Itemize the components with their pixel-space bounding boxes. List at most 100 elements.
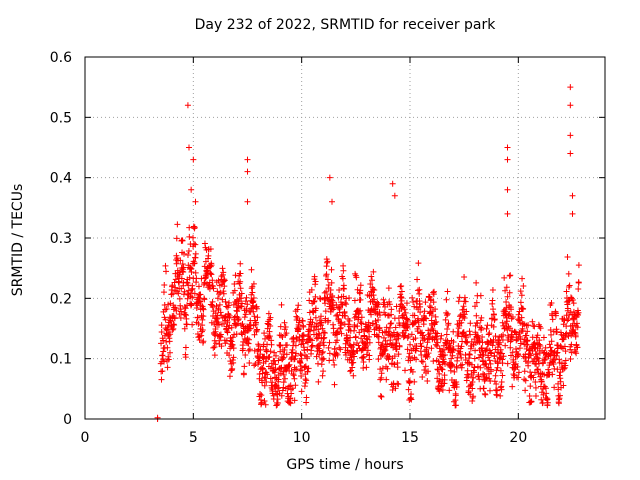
data-point <box>453 383 460 390</box>
x-tick-label: 10 <box>293 430 311 446</box>
data-point <box>272 352 279 359</box>
data-point <box>522 387 529 394</box>
data-point <box>508 331 515 338</box>
data-point <box>417 309 424 316</box>
data-point <box>494 387 501 394</box>
data-point <box>564 254 571 261</box>
data-point <box>470 393 477 400</box>
data-point <box>351 323 358 330</box>
data-point <box>186 233 193 240</box>
data-point <box>215 277 222 284</box>
data-point <box>317 313 324 320</box>
data-point <box>319 372 326 379</box>
data-point <box>288 390 295 397</box>
data-point <box>176 278 183 285</box>
data-point <box>360 359 367 366</box>
data-point <box>398 288 405 295</box>
data-point <box>436 345 443 352</box>
data-point <box>480 357 487 364</box>
data-point <box>242 298 249 305</box>
data-point <box>351 297 358 304</box>
data-point <box>197 298 204 305</box>
data-point <box>165 356 172 363</box>
data-point <box>318 319 325 326</box>
data-point <box>420 332 427 339</box>
y-tick-label: 0.5 <box>50 110 72 126</box>
data-point <box>435 379 442 386</box>
data-point <box>169 326 176 333</box>
data-point <box>506 289 513 296</box>
data-point <box>239 345 246 352</box>
data-point <box>267 348 274 355</box>
data-point <box>173 260 180 267</box>
data-point <box>251 362 258 369</box>
data-point <box>546 341 553 348</box>
data-point <box>341 308 348 315</box>
data-point <box>182 311 189 318</box>
data-point <box>567 150 574 157</box>
data-point <box>328 279 335 286</box>
data-point <box>255 343 262 350</box>
data-point <box>379 365 386 372</box>
data-point <box>278 301 285 308</box>
data-point <box>483 325 490 332</box>
data-point <box>336 309 343 316</box>
data-point <box>553 326 560 333</box>
data-point <box>554 342 561 349</box>
data-point <box>341 285 348 292</box>
y-tick-label: 0.2 <box>50 291 72 307</box>
data-point <box>316 331 323 338</box>
data-point <box>395 351 402 358</box>
data-point <box>388 306 395 313</box>
data-point <box>476 376 483 383</box>
data-point <box>296 358 303 365</box>
data-point <box>574 324 581 331</box>
data-point <box>320 355 327 362</box>
data-point <box>393 339 400 346</box>
data-point <box>360 353 367 360</box>
data-point <box>563 288 570 295</box>
data-point <box>165 322 172 329</box>
data-point <box>300 323 307 330</box>
data-point <box>300 340 307 347</box>
data-point <box>466 351 473 358</box>
data-point <box>237 260 244 267</box>
data-point <box>272 361 279 368</box>
data-point <box>325 344 332 351</box>
data-point <box>331 345 338 352</box>
data-point <box>556 372 563 379</box>
data-point <box>409 294 416 301</box>
data-point <box>189 321 196 328</box>
data-point <box>473 279 480 286</box>
data-point <box>321 330 328 337</box>
data-point <box>471 369 478 376</box>
data-point <box>573 341 580 348</box>
data-point <box>382 311 389 318</box>
data-point <box>174 255 181 262</box>
data-point <box>324 258 331 265</box>
data-point <box>398 297 405 304</box>
data-point <box>496 341 503 348</box>
data-point <box>455 331 462 338</box>
data-point <box>487 387 494 394</box>
data-point <box>386 353 393 360</box>
data-point <box>320 329 327 336</box>
data-point <box>567 84 574 91</box>
data-point <box>268 341 275 348</box>
data-point <box>422 315 429 322</box>
data-point <box>566 282 573 289</box>
data-point <box>565 270 572 277</box>
data-point <box>565 333 572 340</box>
data-point <box>357 319 364 326</box>
data-point <box>194 314 201 321</box>
data-point <box>370 286 377 293</box>
data-point <box>530 340 537 347</box>
plot-frame <box>84 56 606 420</box>
data-point <box>303 394 310 401</box>
data-point <box>404 317 411 324</box>
data-point <box>218 343 225 350</box>
data-point <box>207 270 214 277</box>
data-point <box>350 341 357 348</box>
data-point <box>546 359 553 366</box>
data-point <box>439 386 446 393</box>
